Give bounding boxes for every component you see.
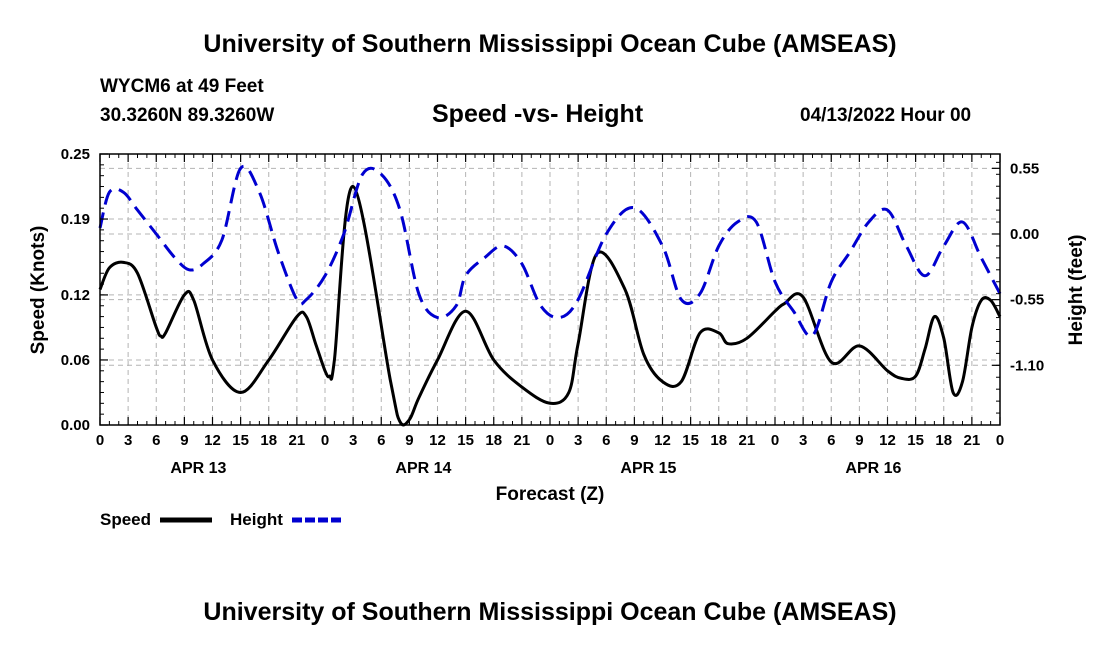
y2-tick-label: 0.00 [1010, 226, 1039, 243]
y-tick-label: 0.25 [61, 146, 90, 163]
x-tick-label: 12 [879, 432, 896, 449]
y-axis-title: Speed (Knots) [28, 226, 49, 355]
x-tick-label: 0 [771, 432, 779, 449]
y2-axis-title: Height (feet) [1066, 235, 1087, 346]
series-line-height [98, 164, 1002, 338]
footer-title: University of Southern Mississippi Ocean… [203, 598, 897, 626]
y2-tick-label: -0.55 [1010, 292, 1044, 309]
x-tick-label: 3 [349, 432, 357, 449]
x-tick-label: 9 [630, 432, 638, 449]
date-label: APR 13 [170, 460, 226, 477]
x-tick-label: 9 [405, 432, 413, 449]
page-title: University of Southern Mississippi Ocean… [203, 30, 897, 58]
legend: Speed Height [100, 510, 344, 529]
x-tick-label: 6 [152, 432, 160, 449]
x-tick-label: 3 [124, 432, 132, 449]
x-tick-label: 15 [682, 432, 699, 449]
date-label: APR 16 [845, 460, 901, 477]
coordinates-label: 30.3260N 89.3260W [100, 105, 275, 126]
x-tick-label: 0 [546, 432, 554, 449]
y-tick-label: 0.00 [61, 417, 90, 434]
x-tick-label: 21 [289, 432, 306, 449]
x-tick-label: 18 [260, 432, 277, 449]
x-tick-label: 12 [204, 432, 221, 449]
x-tick-label: 6 [602, 432, 610, 449]
date-label: APR 15 [620, 460, 676, 477]
x-tick-label: 15 [232, 432, 249, 449]
x-tick-label: 3 [799, 432, 807, 449]
station-label: WYCM6 at 49 Feet [100, 76, 264, 97]
x-tick-label: 9 [180, 432, 188, 449]
x-tick-label: 0 [996, 432, 1004, 449]
x-tick-label: 21 [964, 432, 981, 449]
x-tick-label: 18 [485, 432, 502, 449]
date-label: APR 14 [395, 460, 451, 477]
axes: 0 3 6 9 12 15 18 21 0 3 6 9 12 15 18 21 0 3 6 9 12 15 18 21 0 3 6 9… [61, 146, 1044, 477]
x-tick-label: 15 [907, 432, 924, 449]
series-layer [98, 164, 1002, 427]
chart-title: Speed -vs- Height [432, 100, 644, 128]
y-tick-label: 0.12 [61, 287, 90, 304]
x-tick-label: 12 [429, 432, 446, 449]
forecast-datestamp: 04/13/2022 Hour 00 [800, 105, 972, 126]
x-tick-label: 21 [739, 432, 756, 449]
x-tick-label: 18 [935, 432, 952, 449]
y-tick-label: 0.06 [61, 352, 90, 369]
legend-label-height: Height [230, 510, 283, 529]
x-tick-label: 0 [321, 432, 329, 449]
x-tick-label: 3 [574, 432, 582, 449]
series-line-speed [98, 184, 1002, 427]
y-tick-label: 0.19 [61, 211, 90, 228]
x-axis-title: Forecast (Z) [496, 484, 605, 505]
x-tick-label: 6 [827, 432, 835, 449]
x-tick-label: 9 [855, 432, 863, 449]
grid [100, 154, 1000, 425]
x-tick-label: 12 [654, 432, 671, 449]
x-tick-label: 15 [457, 432, 474, 449]
x-tick-label: 18 [710, 432, 727, 449]
x-tick-label: 21 [514, 432, 531, 449]
y2-tick-label: -1.10 [1010, 357, 1044, 374]
x-tick-label: 0 [96, 432, 104, 449]
x-tick-label: 6 [377, 432, 385, 449]
y2-tick-label: 0.55 [1010, 160, 1039, 177]
legend-label-speed: Speed [100, 510, 151, 529]
